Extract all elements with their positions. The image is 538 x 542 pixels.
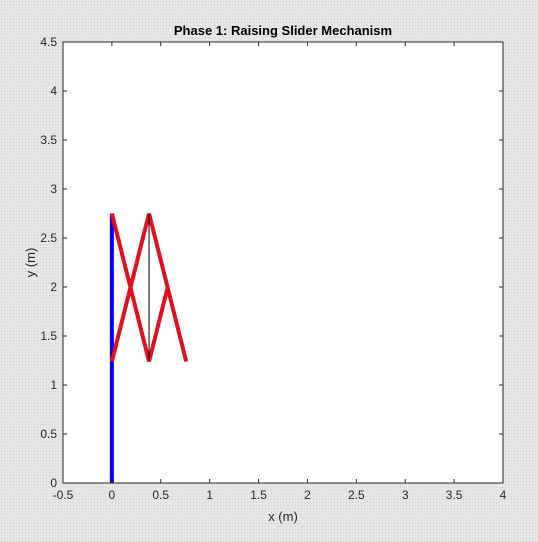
y-tick-label: 4	[50, 84, 57, 98]
x-tick-label: 0	[109, 488, 116, 502]
y-tick-label: 2.5	[40, 231, 57, 245]
x-tick-label: -0.5	[53, 488, 74, 502]
chart-title: Phase 1: Raising Slider Mechanism	[174, 23, 392, 38]
x-tick-label: 2.5	[348, 488, 365, 502]
plot-area	[63, 42, 503, 483]
x-tick-label: 3.5	[446, 488, 463, 502]
x-axis-label: x (m)	[268, 509, 298, 524]
series-line-3	[109, 213, 151, 362]
y-tick-label: 1.5	[40, 329, 57, 343]
y-tick-label: 4.5	[40, 35, 57, 49]
y-tick-label: 1	[50, 378, 57, 392]
x-tick-label: 4	[500, 488, 507, 502]
y-ticks: 0 0.5 1 1.5 2 2.5 3 3.5 4 4.5	[40, 35, 503, 490]
x-tick-label: 0.5	[152, 488, 169, 502]
y-tick-label: 2	[50, 280, 57, 294]
axes-box	[62, 41, 504, 484]
x-tick-label: 1	[206, 488, 213, 502]
y-tick-label: 3	[50, 182, 57, 196]
y-axis-label: y (m)	[23, 248, 38, 278]
x-tick-label: 1.5	[250, 488, 267, 502]
y-tick-label: 3.5	[40, 133, 57, 147]
axes-frame	[62, 41, 504, 484]
x-ticks: -0.5 0 0.5 1 1.5 2 2.5 3 3.5 4	[53, 42, 507, 502]
series-line-5	[147, 287, 170, 362]
y-tick-label: 0	[50, 476, 57, 490]
x-tick-label: 2	[304, 488, 311, 502]
series-layer	[109, 213, 189, 483]
x-tick-label: 3	[402, 488, 409, 502]
y-tick-label: 0.5	[40, 427, 57, 441]
